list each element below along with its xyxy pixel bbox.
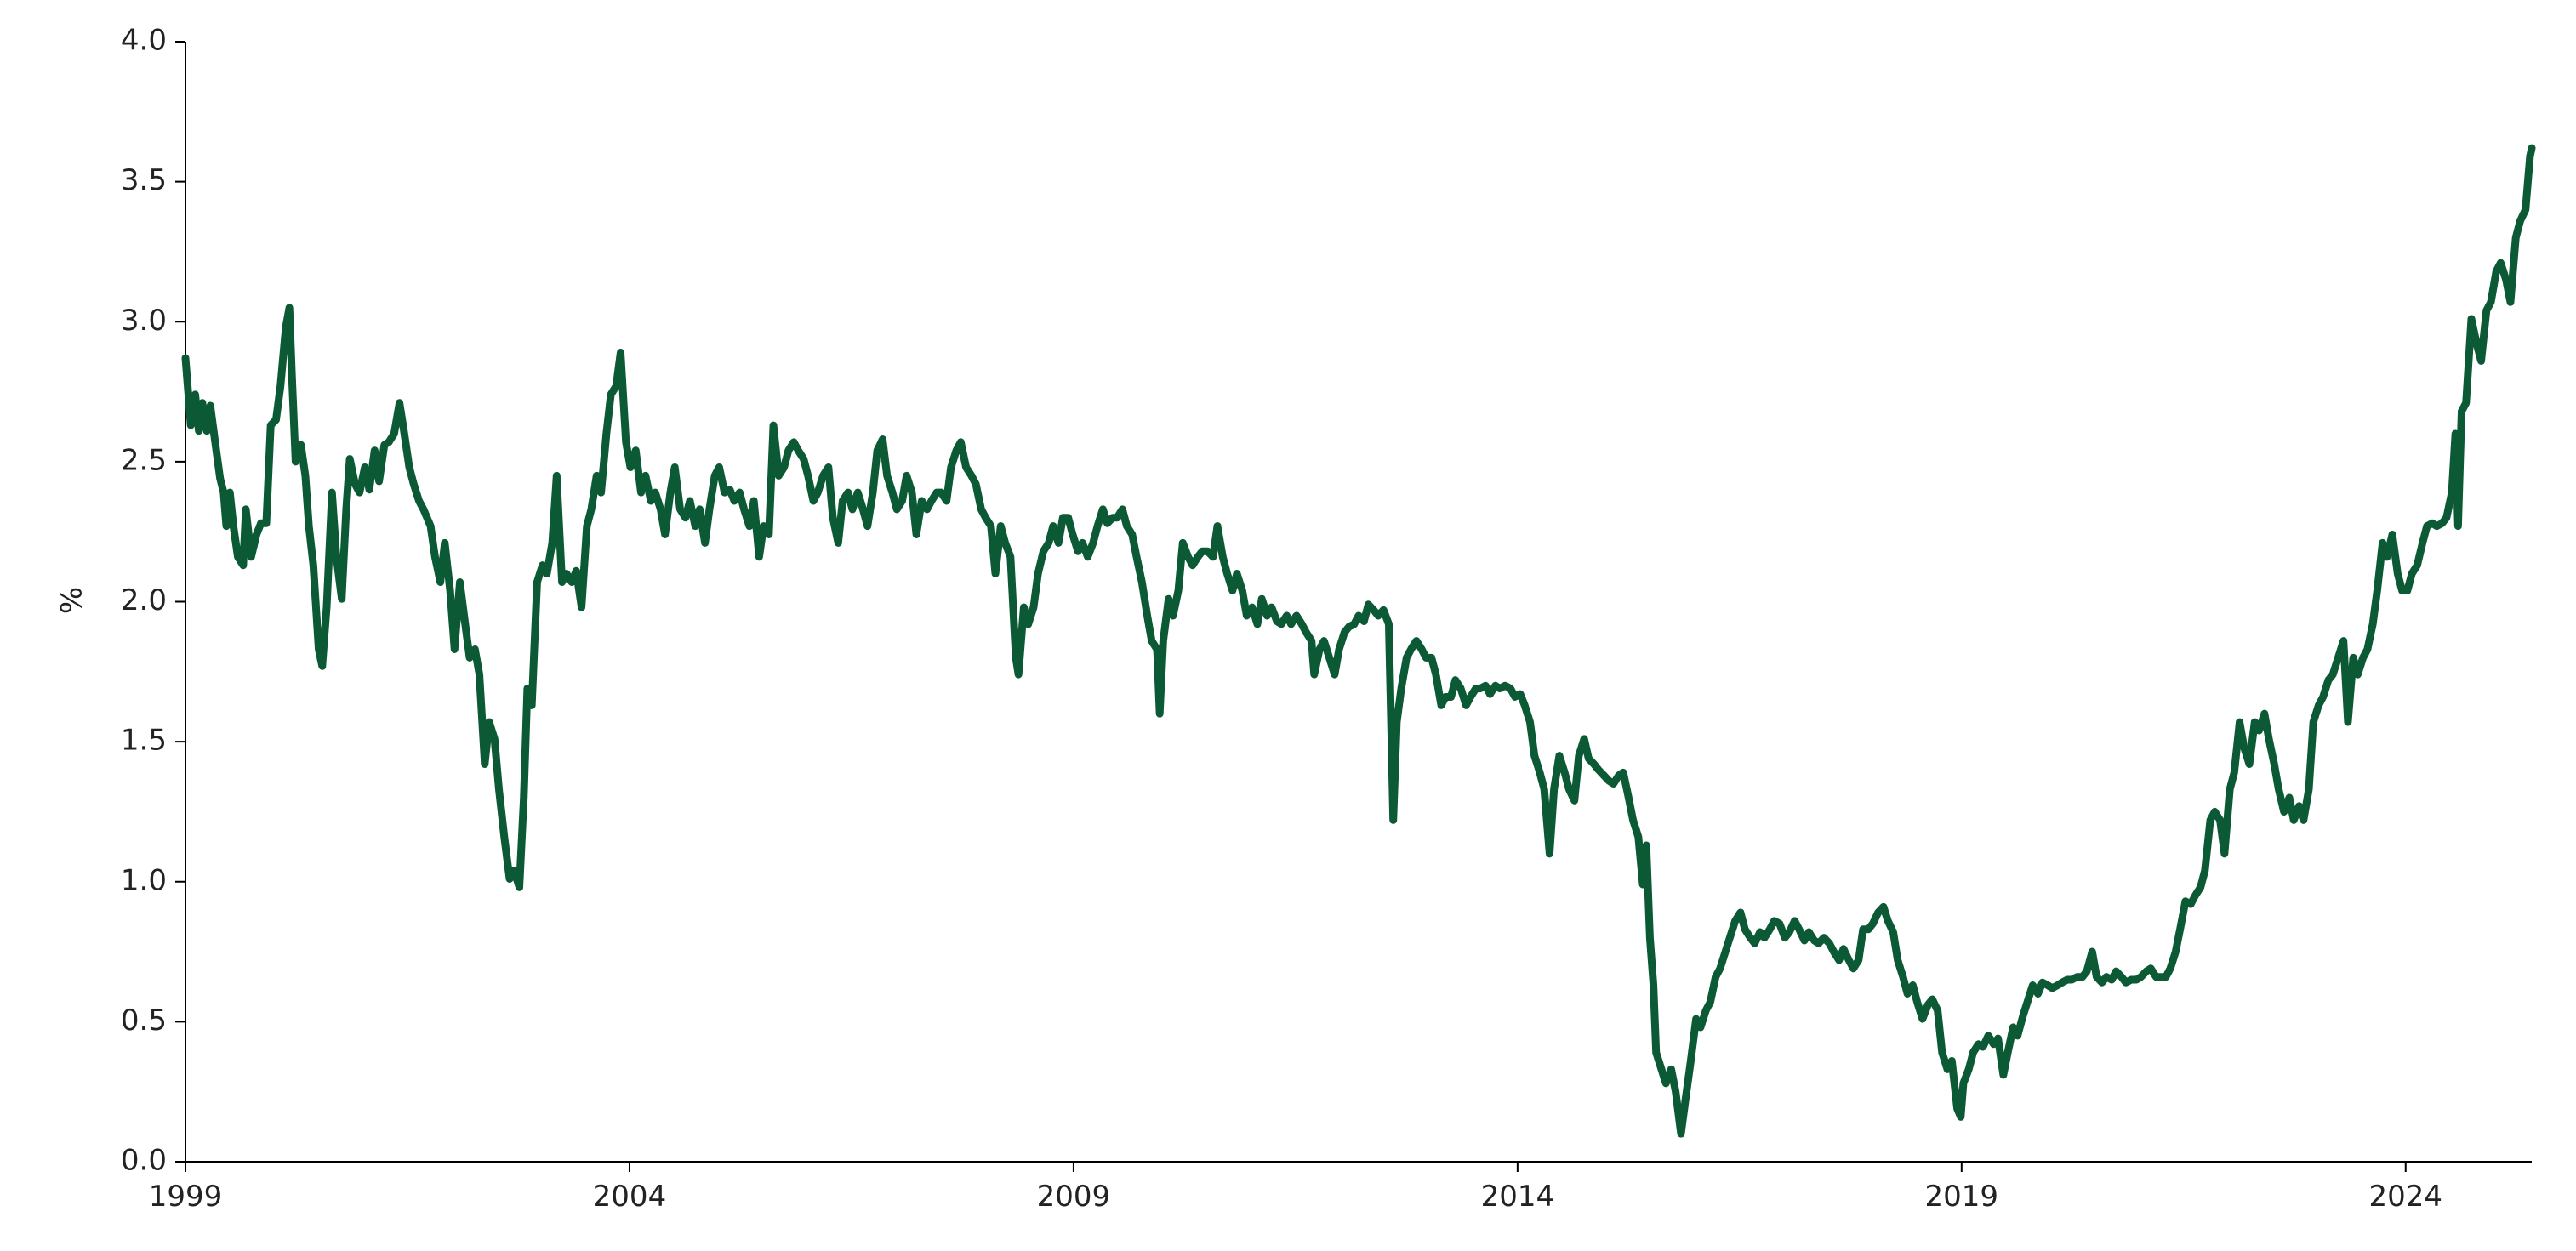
y-tick-label: 0.0 xyxy=(121,1144,167,1178)
y-tick-label: 0.5 xyxy=(121,1004,167,1038)
x-tick-label: 2014 xyxy=(1481,1180,1555,1214)
y-tick-label: 1.0 xyxy=(121,863,167,897)
y-tick-label: 2.5 xyxy=(121,443,167,477)
x-tick-label: 1999 xyxy=(149,1180,223,1214)
y-tick-label: 4.0 xyxy=(121,24,167,58)
y-tick-label: 2.0 xyxy=(121,583,167,617)
y-axis-label: % xyxy=(55,587,89,614)
x-tick-label: 2024 xyxy=(2368,1180,2442,1214)
x-tick-label: 2019 xyxy=(1925,1180,1999,1214)
y-tick-label: 3.5 xyxy=(121,163,167,197)
y-tick-label: 1.5 xyxy=(121,724,167,758)
x-tick-label: 2004 xyxy=(593,1180,667,1214)
x-tick-label: 2009 xyxy=(1037,1180,1111,1214)
data-line xyxy=(181,144,2536,1138)
y-tick-label: 3.0 xyxy=(121,304,167,338)
